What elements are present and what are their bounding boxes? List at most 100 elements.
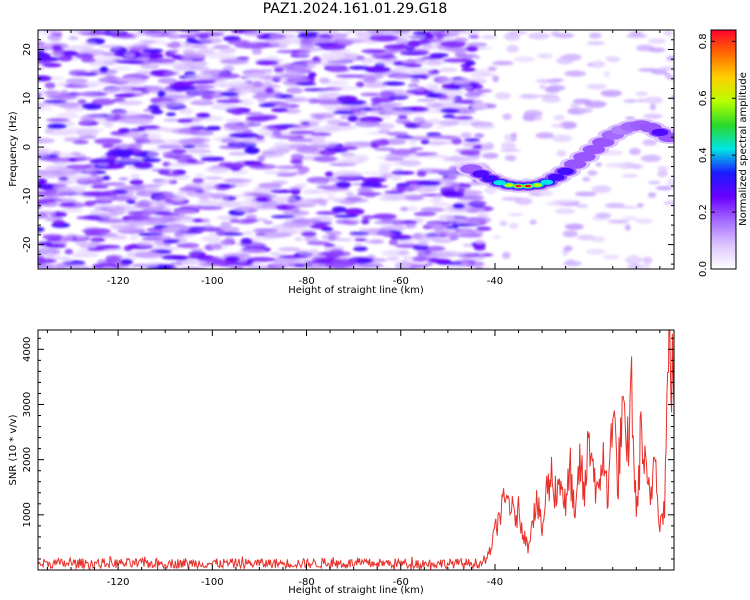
noise-blob [250,163,267,168]
noise-blob [302,188,320,195]
noise-blob [378,162,394,167]
spectrogram-y-tick-label: -10 [22,188,33,204]
colorbar-segment [711,35,736,39]
noise-blob [102,175,111,181]
noise-blob [45,90,60,95]
noise-blob [586,248,606,255]
noise-blob [605,56,614,60]
colorbar-tick-label: 0.4 [698,147,709,163]
noise-blob [478,252,485,256]
noise-blob [371,105,380,110]
noise-blob [216,73,241,79]
colorbar-segment [711,251,736,254]
noise-blob [550,31,560,37]
spectrogram-y-tick-label: 0 [22,144,33,150]
noise-blob [96,218,127,224]
noise-blob [563,261,582,267]
noise-blob [245,214,258,219]
noise-blob [629,148,641,156]
noise-blob [360,92,382,97]
noise-blob [503,32,521,41]
noise-blob [251,205,274,210]
noise-blob [87,247,105,252]
noise-blob [582,176,591,182]
snr-x-axis-label: Height of straight line (km) [288,585,424,596]
noise-blob [324,171,334,177]
noise-blob [337,39,364,44]
noise-blob [216,200,241,208]
colorbar-segment [711,97,736,101]
noise-blob [608,219,629,224]
colorbar-segment [711,83,736,87]
colorbar-segment [711,109,736,113]
noise-blob [190,248,204,252]
noise-blob [327,194,336,201]
noise-blob [438,67,458,73]
noise-blob [67,30,92,35]
noise-blob [317,30,339,34]
noise-blob [657,165,669,172]
noise-blob [429,53,449,58]
noise-blob [399,160,422,167]
noise-blob [385,48,398,53]
noise-blob [220,91,239,97]
noise-blob [180,53,206,61]
noise-blob [224,118,241,123]
noise-blob [124,52,136,58]
noise-blob [647,38,667,44]
noise-blob [666,55,674,62]
colorbar-segment [711,241,736,244]
noise-blob [243,138,259,145]
noise-blob [68,35,79,41]
signal-point [573,152,596,162]
noise-blob [499,148,521,153]
noise-blob [177,30,201,33]
noise-blob [112,113,122,121]
noise-blob [193,98,210,103]
noise-blob [117,76,144,84]
noise-blob [560,199,577,204]
noise-blob [449,156,461,162]
noise-blob [242,218,259,223]
noise-blob [115,268,125,269]
noise-blob [206,30,212,31]
noise-blob [38,183,54,188]
noise-blob [129,179,144,186]
snr-x-tick-label: -60 [393,577,409,588]
noise-blob [439,120,459,127]
noise-blob [306,61,324,65]
noise-blob [111,149,135,157]
noise-blob [257,155,266,162]
noise-blob [244,147,260,155]
noise-blob [49,94,78,101]
noise-blob [477,213,490,217]
noise-blob [194,228,220,232]
noise-blob [218,145,248,150]
colorbar-segment [711,265,736,268]
noise-blob [194,84,211,90]
noise-blob [270,189,294,194]
noise-blob [405,223,417,229]
noise-blob [447,265,465,269]
noise-blob [129,128,146,132]
colorbar-segment [711,249,736,252]
noise-blob [252,80,263,87]
noise-blob [89,171,98,177]
noise-blob [377,129,391,134]
noise-blob [460,63,472,68]
noise-blob [265,30,270,31]
colorbar-segment [711,37,736,41]
noise-blob [502,251,511,259]
noise-blob [182,144,196,149]
noise-blob [573,98,592,104]
noise-blob [101,30,113,31]
noise-blob [510,137,517,142]
snr-y-axis-label: SNR (10 * v/v) [8,414,19,485]
noise-blob [257,182,284,189]
signal-point [563,159,587,169]
colorbar-segment [711,111,736,115]
noise-blob [195,72,213,80]
noise-blob [440,102,463,109]
colorbar-segment [711,175,736,178]
colorbar-segment [711,139,736,143]
